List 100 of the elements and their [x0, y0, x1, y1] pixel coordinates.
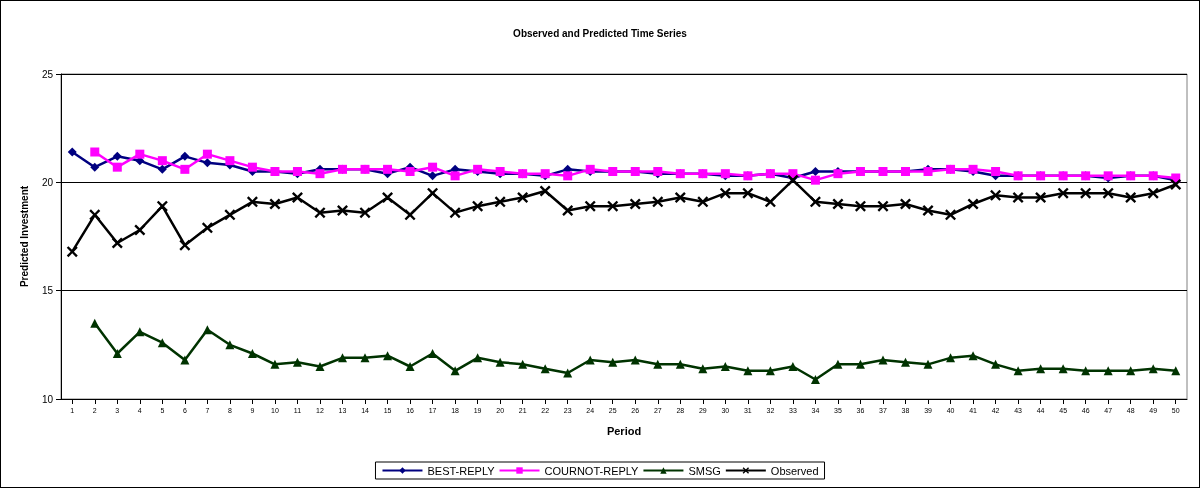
point: [809, 196, 821, 208]
point: [428, 349, 438, 358]
legend-label: COURNOT-REPLY: [544, 464, 640, 477]
point: [405, 167, 415, 176]
y-tick-label: 25: [41, 68, 54, 80]
point: [630, 355, 640, 365]
point: [112, 349, 122, 358]
x-axis-title: Period: [606, 424, 642, 437]
point: [201, 222, 213, 234]
point: [742, 187, 754, 199]
point: [1013, 366, 1023, 376]
point: [968, 351, 978, 361]
point: [180, 164, 190, 174]
point: [157, 156, 167, 166]
y-tick-label: 15: [41, 285, 54, 297]
point: [202, 158, 212, 168]
point: [719, 187, 731, 199]
point: [832, 198, 844, 210]
point: [1058, 364, 1068, 374]
point: [383, 164, 393, 174]
point: [360, 353, 370, 363]
point: [946, 353, 956, 363]
point: [810, 167, 820, 176]
point: [247, 349, 257, 358]
point: [607, 200, 619, 212]
point: [270, 359, 280, 369]
legend-label: BEST-REPLY: [427, 464, 496, 477]
point: [89, 209, 101, 221]
point: [810, 375, 820, 384]
point: [246, 196, 258, 208]
point: [157, 338, 167, 348]
point: [991, 167, 1001, 176]
point: [404, 209, 416, 221]
point: [788, 362, 798, 371]
point: [629, 198, 641, 210]
point: [855, 359, 865, 369]
point: [1147, 187, 1159, 199]
point: [1057, 187, 1069, 199]
point: [562, 205, 574, 216]
point: [518, 359, 528, 369]
point: [810, 175, 820, 185]
point: [202, 325, 212, 335]
point: [135, 149, 145, 159]
point: [66, 246, 78, 258]
point: [584, 200, 596, 212]
point: [405, 362, 415, 371]
legend-label: Observed: [770, 464, 819, 477]
y-tick-label: 20: [41, 176, 54, 188]
point: [247, 162, 257, 172]
point: [517, 192, 529, 203]
point: [180, 355, 190, 365]
point: [450, 171, 460, 181]
point: [563, 368, 573, 378]
point: [990, 189, 1002, 201]
point: [854, 200, 866, 212]
point: [180, 151, 190, 161]
point: [269, 198, 281, 210]
point: [585, 355, 595, 365]
point: [67, 147, 77, 157]
chart-title: Observed and Predicted Time Series: [513, 27, 688, 39]
point: [563, 171, 573, 181]
point: [112, 162, 122, 172]
point: [901, 357, 910, 367]
y-axis-title: Predicted Investment: [18, 185, 30, 288]
point: [1035, 192, 1047, 203]
point: [833, 359, 843, 369]
point: [338, 353, 347, 363]
point: [156, 200, 168, 212]
point: [112, 151, 122, 161]
point: [1036, 364, 1046, 374]
point: [495, 357, 505, 367]
point: [337, 205, 348, 216]
point: [202, 149, 212, 159]
point: [900, 198, 911, 210]
point: [674, 192, 686, 203]
point: [428, 162, 438, 172]
point: [494, 196, 506, 208]
point: [652, 196, 664, 208]
point: [922, 205, 934, 216]
point: [157, 164, 167, 174]
point: [382, 192, 394, 203]
point: [991, 359, 1001, 369]
point: [608, 357, 618, 367]
point: [314, 207, 326, 219]
point: [359, 207, 371, 219]
point: [945, 209, 957, 221]
point: [653, 359, 663, 369]
point: [225, 156, 235, 166]
point: [292, 357, 302, 367]
y-tick-label: 10: [41, 393, 54, 405]
point: [315, 169, 325, 179]
point: [1102, 187, 1114, 199]
point: [427, 187, 439, 199]
point: [1170, 179, 1182, 190]
point: [224, 209, 236, 221]
point: [134, 224, 146, 236]
point: [291, 192, 303, 203]
legend-label: SMSG: [688, 464, 721, 477]
point: [675, 359, 685, 369]
point: [1012, 192, 1024, 203]
